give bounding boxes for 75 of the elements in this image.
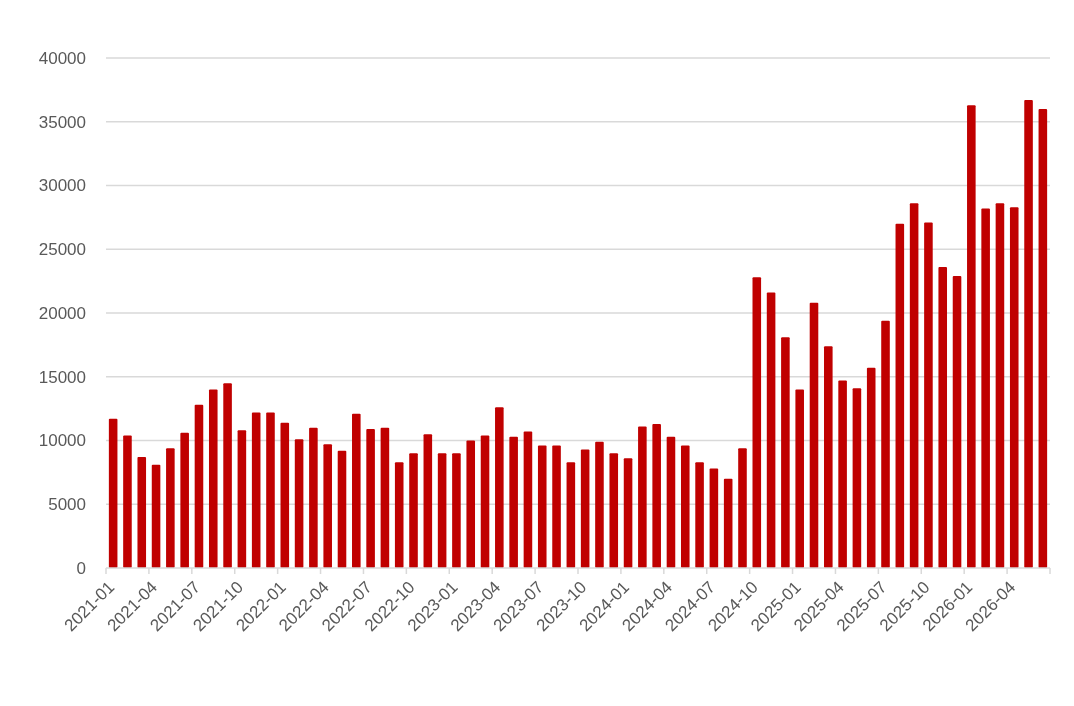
y-tick-label: 40000 <box>38 48 86 68</box>
bar <box>866 367 876 568</box>
bar <box>723 478 733 568</box>
bar <box>938 267 948 568</box>
bar <box>280 422 290 568</box>
bar <box>495 407 504 568</box>
bar <box>151 464 161 568</box>
bar <box>738 448 747 568</box>
bar <box>781 337 790 568</box>
bar <box>852 388 862 568</box>
y-tick-label: 25000 <box>38 240 86 260</box>
bar <box>666 436 676 568</box>
y-tick-label: 15000 <box>38 367 86 387</box>
bar <box>1038 109 1048 568</box>
bar <box>952 276 962 568</box>
bar <box>223 383 232 568</box>
bar <box>981 208 990 568</box>
bar <box>237 430 247 568</box>
y-tick-label: 30000 <box>38 176 86 196</box>
bar <box>108 418 118 568</box>
bar <box>466 440 476 568</box>
bar <box>137 457 147 568</box>
bar <box>437 453 447 568</box>
bar <box>166 448 175 568</box>
bar <box>208 389 218 568</box>
bar <box>380 427 390 568</box>
bar <box>638 426 647 568</box>
bar <box>1024 100 1033 568</box>
bar <box>423 434 433 568</box>
bar <box>194 404 204 568</box>
bar <box>824 346 833 568</box>
y-tick-label: 5000 <box>48 495 86 515</box>
bar <box>323 444 332 568</box>
bar <box>452 453 461 568</box>
bar <box>580 449 590 568</box>
bar <box>409 453 418 568</box>
bar <box>795 389 804 568</box>
bar <box>566 462 576 568</box>
bar <box>881 320 890 568</box>
bar <box>337 450 347 568</box>
bar <box>509 436 518 568</box>
y-tick-label: 10000 <box>38 431 86 451</box>
bar <box>595 441 604 568</box>
bar <box>895 223 905 568</box>
bar <box>294 439 304 568</box>
bar <box>752 277 762 568</box>
bar <box>394 462 404 568</box>
bar <box>924 222 933 568</box>
y-tick-label: 0 <box>76 558 86 578</box>
bar <box>680 445 690 568</box>
bar <box>523 431 533 568</box>
bar <box>251 412 261 568</box>
bar <box>180 432 189 568</box>
bar <box>552 445 561 568</box>
bar <box>809 302 819 568</box>
bar <box>480 435 490 568</box>
bar <box>266 412 275 568</box>
bar <box>652 423 661 568</box>
bar <box>309 427 318 568</box>
bar <box>838 380 847 568</box>
bar <box>709 468 719 568</box>
bar <box>766 292 776 568</box>
bar <box>1009 207 1019 568</box>
bar <box>123 435 132 568</box>
bar <box>967 105 976 568</box>
bar <box>995 203 1005 568</box>
y-tick-label: 35000 <box>38 112 86 132</box>
bar <box>909 203 919 568</box>
bar <box>609 453 619 568</box>
bar <box>366 429 375 568</box>
bar <box>352 413 361 568</box>
bar <box>695 462 704 568</box>
bar <box>623 458 633 568</box>
bar <box>537 445 547 568</box>
y-tick-label: 20000 <box>38 303 86 323</box>
